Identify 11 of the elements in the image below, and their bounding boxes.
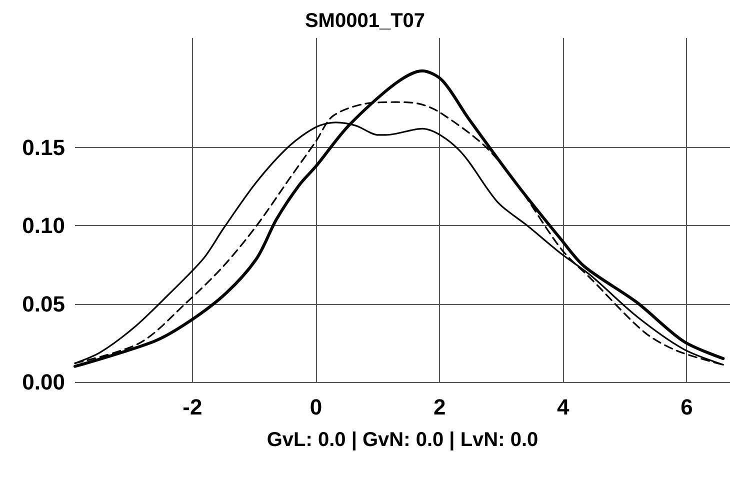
x-tick-label: 0: [310, 394, 322, 420]
y-tick-label: 0.15: [22, 134, 65, 160]
y-tick-label: 0.00: [22, 370, 65, 394]
y-tick-label: 0.10: [22, 213, 65, 238]
x-axis-title: GvL: 0.0 | GvN: 0.0 | LvN: 0.0: [266, 429, 538, 451]
x-tick-label: 4: [557, 394, 570, 420]
y-tick-label: 0.05: [22, 291, 65, 316]
x-tick-label: 6: [680, 394, 693, 420]
x-tick-label: -2: [182, 394, 202, 420]
chart-title: SM0001_T07: [304, 10, 426, 32]
x-tick-label: 2: [433, 394, 446, 420]
